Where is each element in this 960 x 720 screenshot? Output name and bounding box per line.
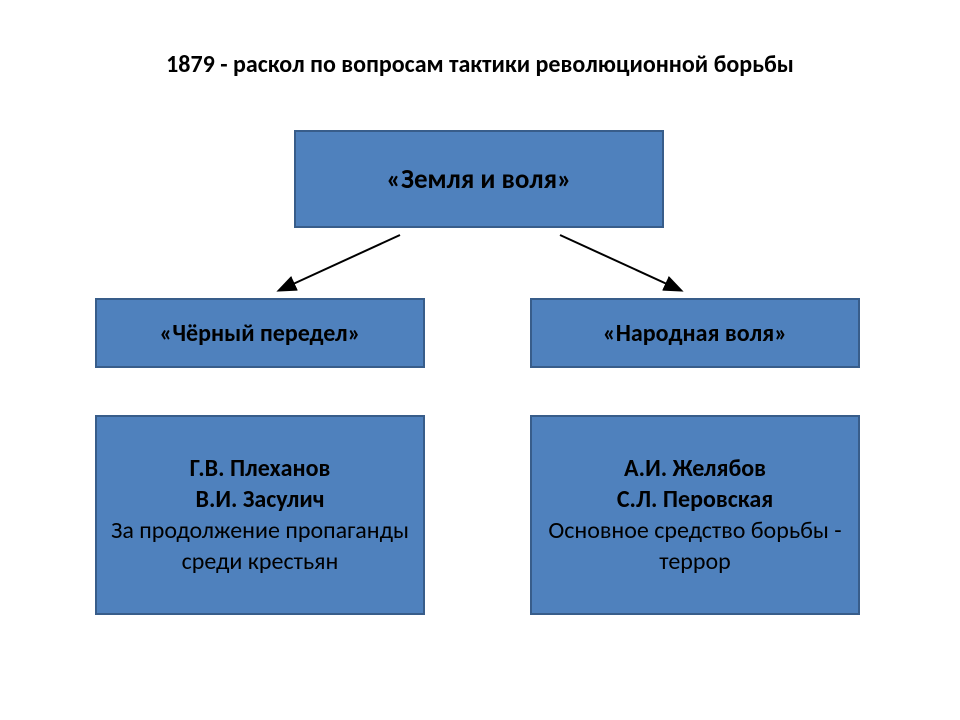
root-node: «Земля и воля» [294,130,664,228]
left-detail-node: Г.В. Плеханов В.И. Засулич За продолжени… [95,415,425,615]
left-branch-node: «Чёрный передел» [95,298,425,368]
left-detail-text: Г.В. Плеханов В.И. Засулич За продолжени… [105,453,415,578]
root-label: «Земля и воля» [386,163,571,196]
right-leader-0: А.И. Желябов [540,453,850,484]
left-desc: За продолжение пропаганды среди крестьян [105,515,415,577]
right-desc: Основное средство борьбы - террор [540,515,850,577]
right-detail-text: А.И. Желябов С.Л. Перовская Основное сре… [540,453,850,578]
arrow-left [280,235,400,290]
right-detail-node: А.И. Желябов С.Л. Перовская Основное сре… [530,415,860,615]
right-branch-label: «Народная воля» [603,319,787,348]
right-branch-node: «Народная воля» [530,298,860,368]
left-branch-label: «Чёрный передел» [159,319,360,348]
left-leader-1: В.И. Засулич [105,484,415,515]
arrow-right [560,235,680,290]
left-leader-0: Г.В. Плеханов [105,453,415,484]
diagram-title: 1879 - раскол по вопросам тактики револю… [0,50,960,79]
right-leader-1: С.Л. Перовская [540,484,850,515]
